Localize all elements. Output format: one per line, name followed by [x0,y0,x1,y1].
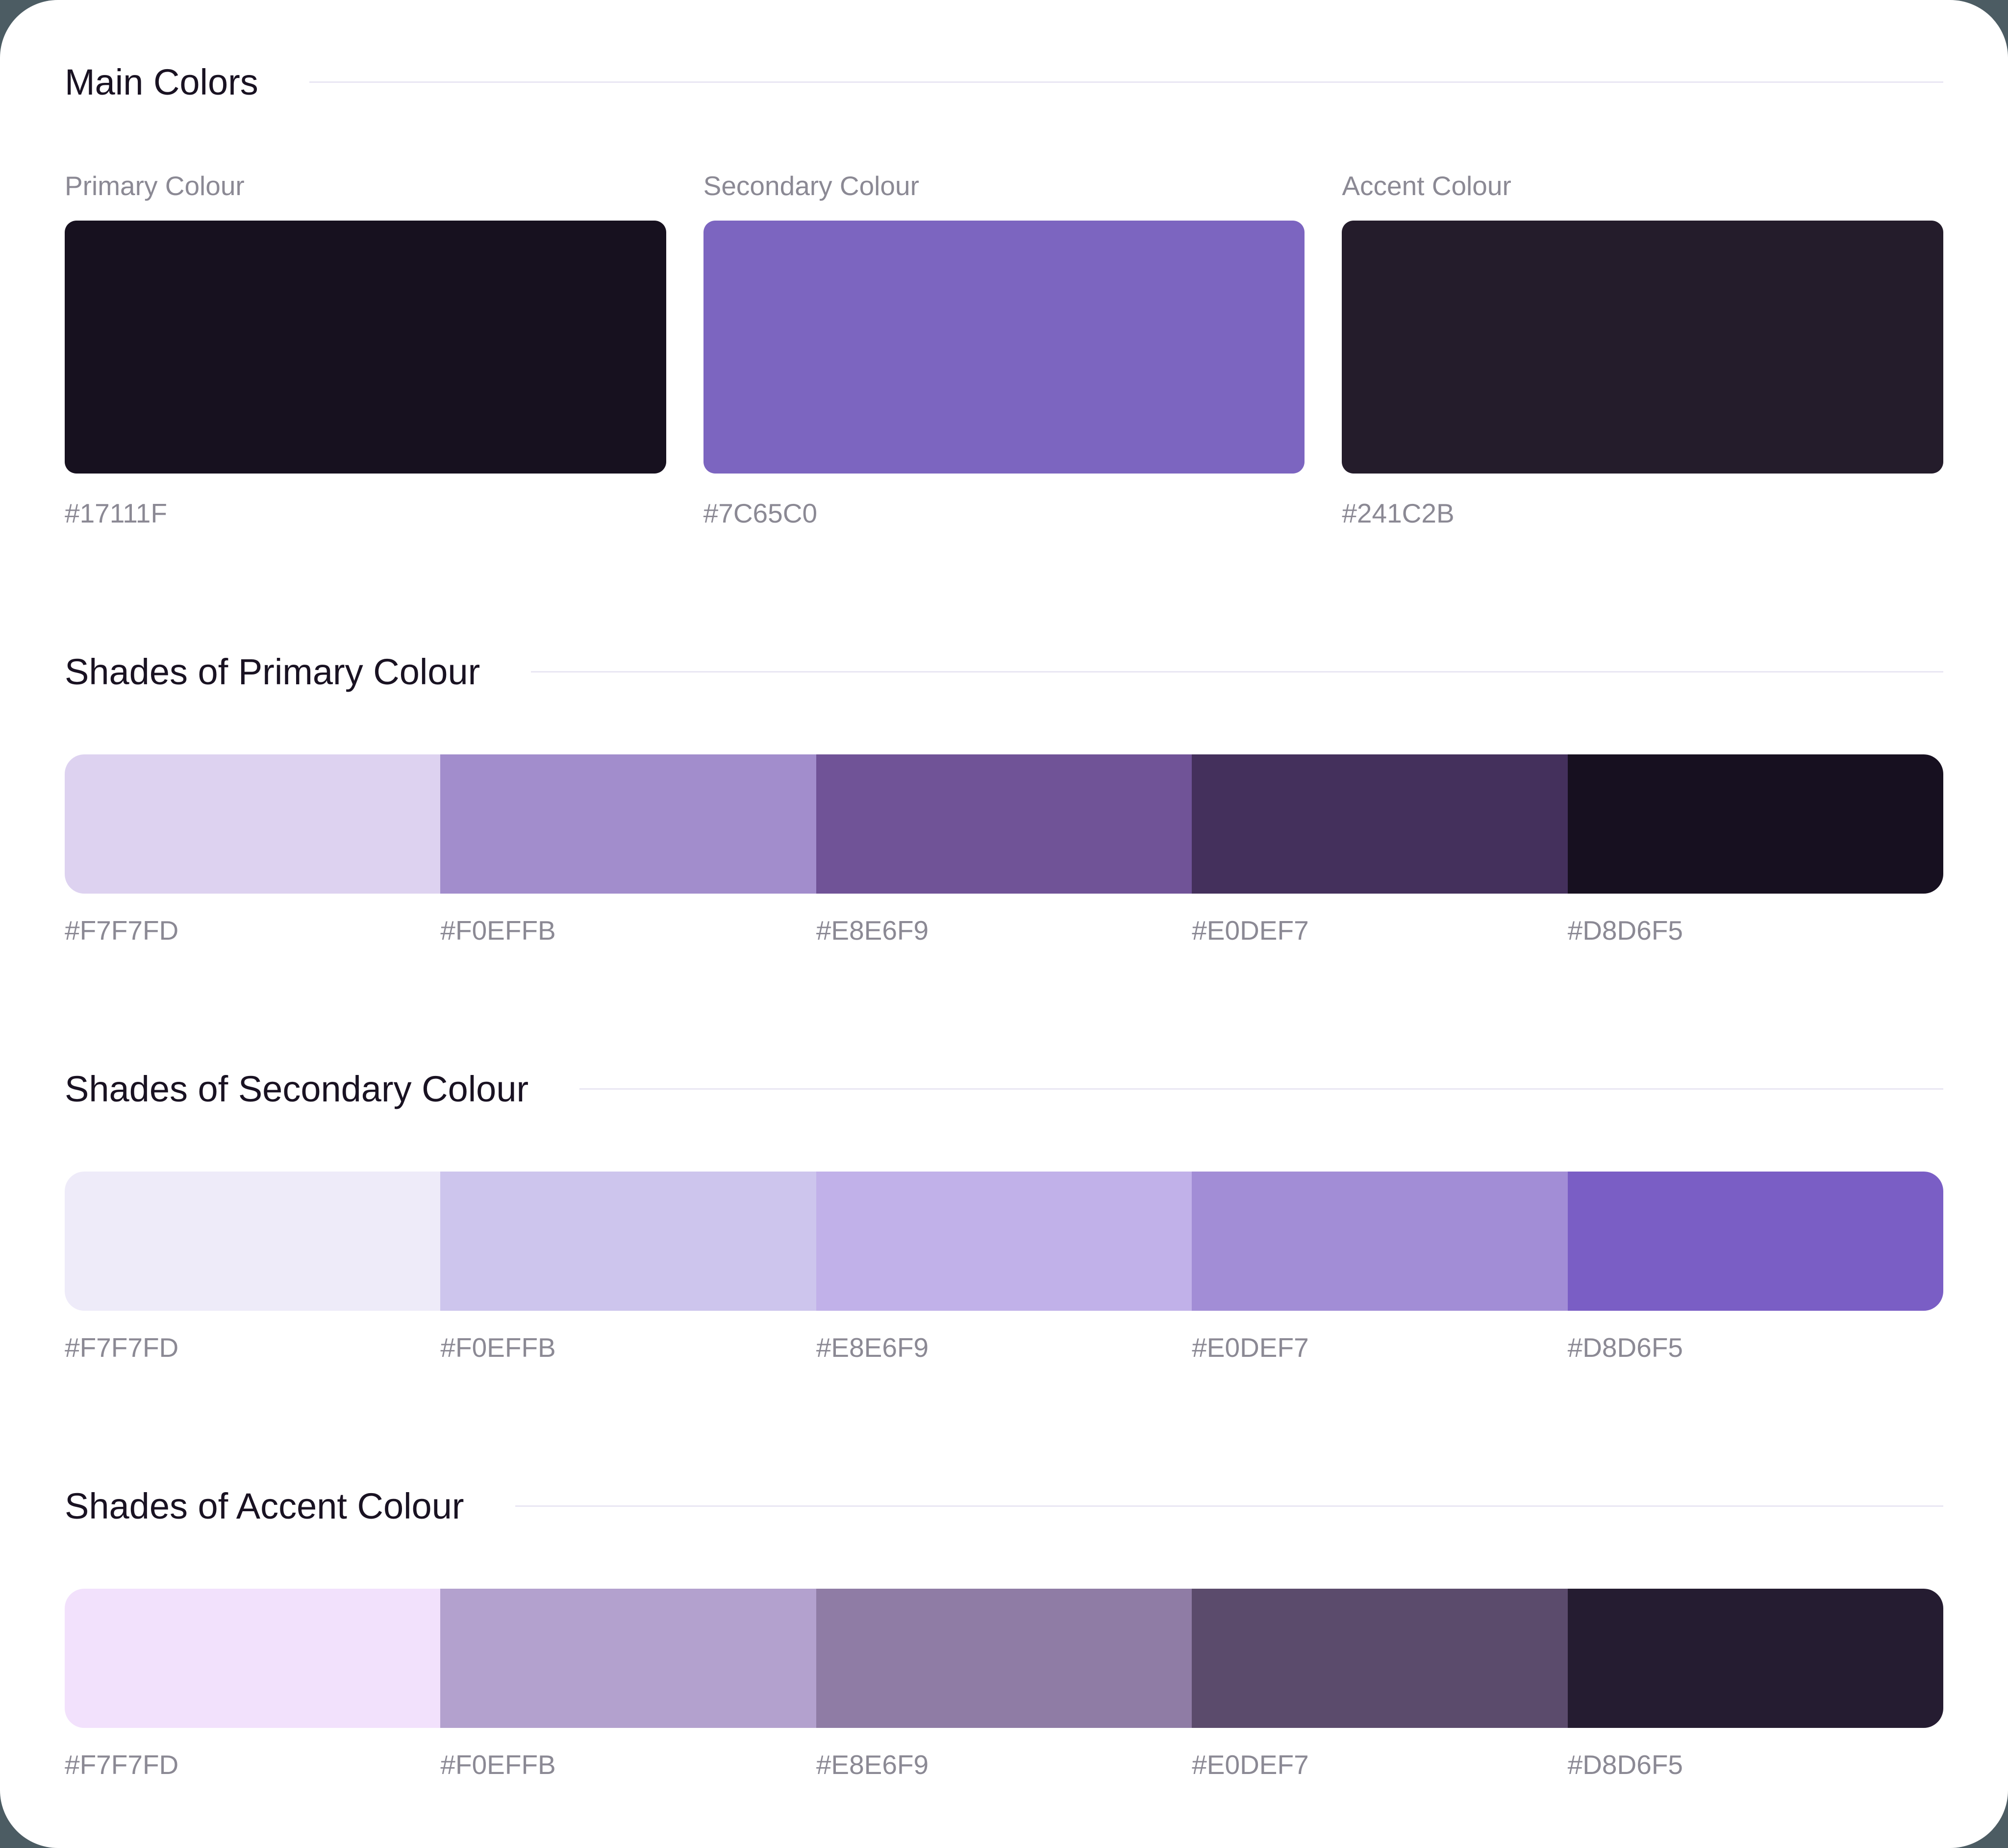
color-swatch[interactable] [1342,221,1943,474]
shade-segment[interactable] [440,1589,816,1728]
shade-label-row: #F7F7FD #F0EFFB #E8E6F9 #E0DEF7 #D8D6F5 [65,1748,1943,1781]
section-title: Shades of Primary Colour [65,651,480,692]
main-swatch-primary: Primary Colour #17111F [65,170,666,529]
shade-segment[interactable] [1192,754,1568,894]
section-title: Main Colors [65,62,258,102]
shade-segment[interactable] [65,1172,441,1311]
shade-segment[interactable] [65,754,441,894]
main-swatch-grid: Primary Colour #17111F Secondary Colour … [65,170,1943,529]
section-title: Shades of Accent Colour [65,1486,464,1526]
section-header: Shades of Secondary Colour [65,1067,1943,1111]
hex-value: #E8E6F9 [816,1749,929,1780]
hex-value: #F7F7FD [65,1332,179,1363]
shade-segment[interactable] [1192,1589,1568,1728]
section-header: Main Colors [65,60,1943,104]
shade-strip-secondary [65,1172,1944,1311]
shade-segment[interactable] [440,754,816,894]
divider [531,671,1943,673]
swatch-label: Secondary Colour [703,171,919,201]
hex-value: #F7F7FD [65,1749,179,1780]
divider [515,1505,1943,1507]
hex-value: #E0DEF7 [1192,1749,1309,1780]
divider [309,81,1943,83]
shade-strip-accent [65,1589,1944,1728]
section-primary-shades: Shades of Primary Colour #F7F7FD #F0EFFB… [65,650,1944,947]
main-swatch-secondary: Secondary Colour #7C65C0 [703,170,1305,529]
shade-segment[interactable] [816,1172,1192,1311]
section-accent-shades: Shades of Accent Colour #F7F7FD #F0EFFB … [65,1484,1944,1781]
shade-strip-primary [65,754,1944,894]
shade-segment[interactable] [1192,1172,1568,1311]
hex-value: #17111F [65,498,167,528]
section-main-colors: Main Colors Primary Colour #17111F Secon… [65,60,1943,529]
shade-segment[interactable] [65,1589,441,1728]
hex-value: #F0EFFB [440,915,556,946]
divider [579,1088,1943,1090]
swatch-label: Primary Colour [65,171,245,201]
shade-label-row: #F7F7FD #F0EFFB #E8E6F9 #E0DEF7 #D8D6F5 [65,1331,1943,1364]
hex-value: #F7F7FD [65,915,179,946]
main-swatch-accent: Accent Colour #241C2B [1342,170,1943,529]
color-swatch[interactable] [703,221,1305,474]
hex-value: #E8E6F9 [816,915,929,946]
section-header: Shades of Primary Colour [65,650,1943,694]
shade-segment[interactable] [1567,1172,1944,1311]
hex-value: #E8E6F9 [816,1332,929,1363]
hex-value: #E0DEF7 [1192,915,1309,946]
shade-segment[interactable] [816,754,1192,894]
shade-segment[interactable] [816,1589,1192,1728]
shade-segment[interactable] [440,1172,816,1311]
color-swatch[interactable] [65,221,666,474]
hex-value: #7C65C0 [703,498,818,528]
shade-label-row: #F7F7FD #F0EFFB #E8E6F9 #E0DEF7 #D8D6F5 [65,914,1943,947]
hex-value: #D8D6F5 [1567,1332,1683,1363]
shade-segment[interactable] [1567,1589,1944,1728]
hex-value: #D8D6F5 [1567,1749,1683,1780]
hex-value: #E0DEF7 [1192,1332,1309,1363]
shade-segment[interactable] [1567,754,1944,894]
swatch-label: Accent Colour [1342,171,1511,201]
hex-value: #241C2B [1342,498,1455,528]
hex-value: #F0EFFB [440,1749,556,1780]
section-secondary-shades: Shades of Secondary Colour #F7F7FD #F0EF… [65,1067,1944,1364]
hex-value: #D8D6F5 [1567,915,1683,946]
hex-value: #F0EFFB [440,1332,556,1363]
section-title: Shades of Secondary Colour [65,1069,529,1109]
section-header: Shades of Accent Colour [65,1484,1943,1528]
